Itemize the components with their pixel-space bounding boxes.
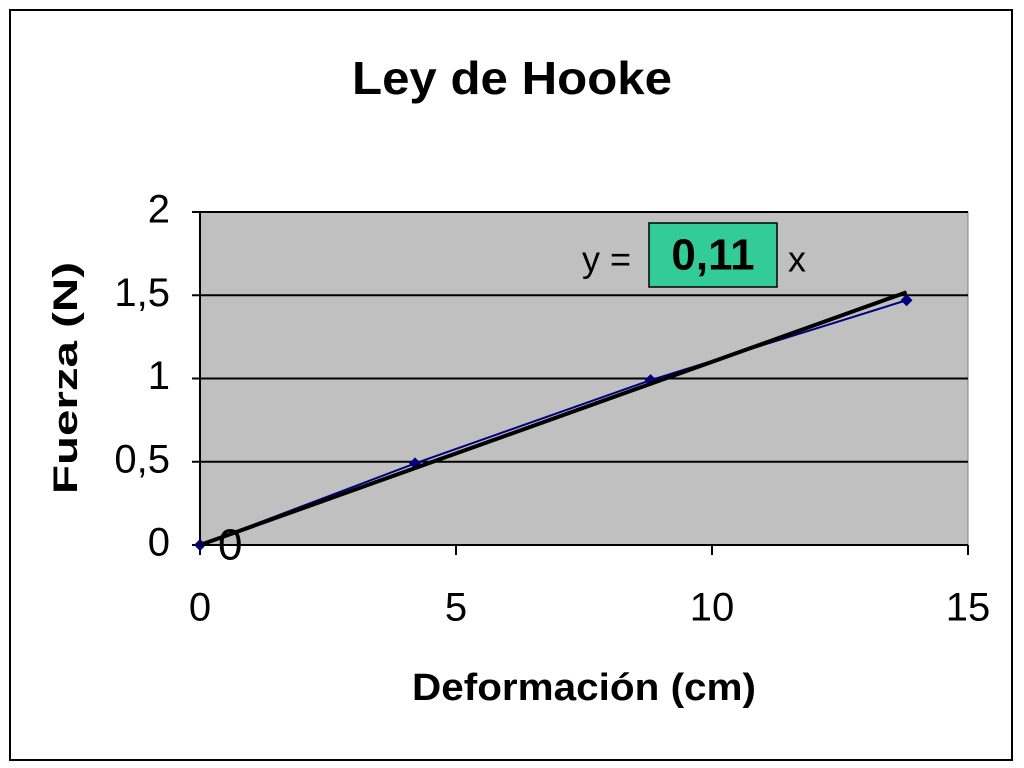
chart-title: Ley de Hooke (352, 52, 672, 104)
y-tick-label: 1 (148, 354, 170, 398)
series-line (199, 299, 907, 546)
x-tick-label: 10 (690, 586, 735, 630)
x-axis-label: Deformación (cm) (412, 667, 756, 709)
x-tick-label: 0 (189, 586, 211, 630)
y-tick-label: 0,5 (114, 437, 170, 481)
equation-prefix: y = (582, 239, 631, 280)
y-tick-label: 1,5 (114, 271, 170, 315)
y-tick-label: 2 (148, 188, 170, 232)
trendline (199, 290, 908, 547)
equation-slope: 0,11 (671, 231, 754, 280)
x-tick-label: 5 (445, 586, 467, 630)
equation-intercept: 0 (218, 521, 242, 570)
equation-suffix: x (788, 239, 806, 280)
y-tick-label: 0 (148, 521, 170, 565)
data-point (900, 294, 913, 307)
equation-highlight (648, 222, 778, 288)
y-axis-label: Fuerza (N) (47, 262, 85, 494)
x-tick-label: 15 (946, 586, 991, 630)
